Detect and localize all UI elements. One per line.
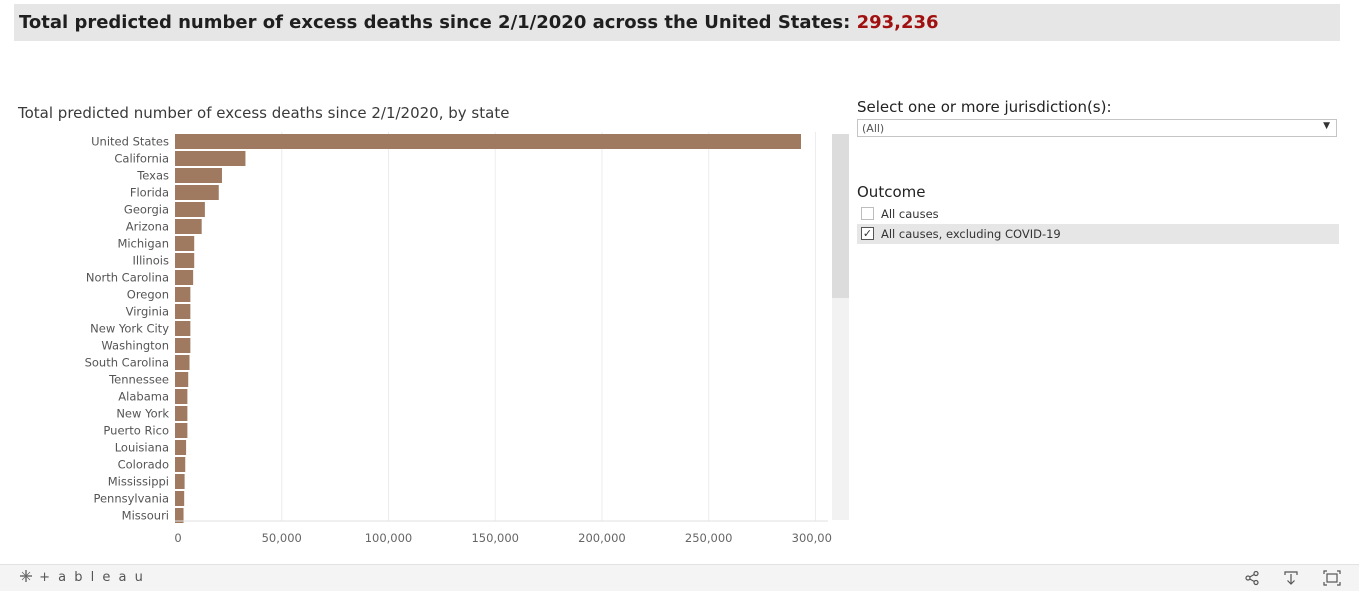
bar[interactable] bbox=[175, 457, 186, 472]
bar[interactable] bbox=[175, 508, 184, 523]
category-label: United States bbox=[91, 135, 169, 149]
checkbox-all-causes[interactable] bbox=[861, 207, 874, 220]
outcome-filter-label: Outcome bbox=[857, 183, 926, 201]
bar[interactable] bbox=[175, 321, 191, 336]
category-label: New York City bbox=[90, 322, 169, 336]
banner-title: Total predicted number of excess deaths … bbox=[19, 12, 851, 33]
bar[interactable] bbox=[175, 185, 219, 200]
category-label: North Carolina bbox=[86, 271, 169, 285]
category-label: South Carolina bbox=[85, 356, 169, 370]
category-label: Virginia bbox=[126, 305, 169, 319]
download-icon[interactable] bbox=[1283, 570, 1299, 586]
bar[interactable] bbox=[175, 219, 202, 234]
bar[interactable] bbox=[175, 440, 187, 455]
x-tick-label: 0 bbox=[174, 531, 181, 545]
bar[interactable] bbox=[175, 406, 188, 421]
bar[interactable] bbox=[175, 202, 205, 217]
summary-banner: Total predicted number of excess deaths … bbox=[14, 4, 1340, 41]
x-tick-label: 100,000 bbox=[365, 531, 413, 545]
bar[interactable] bbox=[175, 474, 185, 489]
category-label: Washington bbox=[101, 339, 169, 353]
jurisdiction-filter-label: Select one or more jurisdiction(s): bbox=[857, 98, 1112, 116]
outcome-option-label: All causes bbox=[881, 207, 939, 221]
bar[interactable] bbox=[175, 355, 190, 370]
bar[interactable] bbox=[175, 236, 195, 251]
category-label: California bbox=[114, 152, 169, 166]
category-label: Arizona bbox=[126, 220, 169, 234]
bar[interactable] bbox=[175, 389, 188, 404]
category-label: Pennsylvania bbox=[93, 492, 169, 506]
x-tick-label: 150,000 bbox=[471, 531, 519, 545]
category-label: Texas bbox=[136, 169, 169, 183]
chart-scrollbar[interactable] bbox=[832, 134, 849, 520]
bar[interactable] bbox=[175, 287, 191, 302]
bar[interactable] bbox=[175, 253, 195, 268]
tableau-logo-text: + a b l e a u bbox=[39, 570, 145, 585]
chart-title: Total predicted number of excess deaths … bbox=[18, 104, 510, 122]
bar-chart[interactable]: United States California Texas Florida Georg… bbox=[0, 128, 832, 553]
outcome-option-all-causes[interactable]: All causes bbox=[857, 204, 1339, 224]
category-label: Mississippi bbox=[108, 475, 169, 489]
jurisdiction-dropdown-value: (All) bbox=[862, 122, 885, 135]
bar[interactable] bbox=[175, 270, 194, 285]
bar[interactable] bbox=[175, 491, 185, 506]
chart-scrollbar-thumb[interactable] bbox=[832, 134, 849, 298]
banner-total: 293,236 bbox=[856, 12, 939, 33]
category-label: Florida bbox=[130, 186, 169, 200]
category-label: Georgia bbox=[124, 203, 169, 217]
jurisdiction-dropdown[interactable]: (All) ▼ bbox=[857, 119, 1337, 137]
x-tick-label: 200,000 bbox=[578, 531, 626, 545]
outcome-option-label: All causes, excluding COVID-19 bbox=[881, 227, 1061, 241]
category-label: Missouri bbox=[122, 509, 169, 523]
category-label: Puerto Rico bbox=[103, 424, 169, 438]
checkbox-excluding-covid[interactable]: ✓ bbox=[861, 227, 874, 240]
category-label: Alabama bbox=[118, 390, 169, 404]
share-icon[interactable] bbox=[1244, 570, 1260, 586]
bar[interactable] bbox=[175, 168, 222, 183]
bar[interactable] bbox=[175, 151, 246, 166]
bar[interactable] bbox=[175, 423, 188, 438]
category-label: Oregon bbox=[127, 288, 169, 302]
x-tick-label: 250,000 bbox=[685, 531, 733, 545]
banner-text: Total predicted number of excess deaths … bbox=[19, 12, 939, 33]
category-label: Michigan bbox=[117, 237, 169, 251]
category-label: Colorado bbox=[118, 458, 169, 472]
bar[interactable] bbox=[175, 338, 191, 353]
tableau-logo[interactable]: + a b l e a u bbox=[19, 569, 145, 585]
category-label: New York bbox=[116, 407, 169, 421]
bar[interactable] bbox=[175, 372, 189, 387]
bar[interactable] bbox=[175, 304, 191, 319]
x-tick-label: 300,000 bbox=[792, 531, 832, 545]
tableau-footer: + a b l e a u bbox=[0, 564, 1359, 591]
category-label: Louisiana bbox=[115, 441, 169, 455]
outcome-option-excluding-covid[interactable]: ✓ All causes, excluding COVID-19 bbox=[857, 224, 1339, 244]
tableau-mark-icon bbox=[20, 570, 32, 582]
bar[interactable] bbox=[175, 134, 801, 149]
category-label: Illinois bbox=[133, 254, 170, 268]
chevron-down-icon[interactable]: ▼ bbox=[1323, 121, 1330, 131]
category-label: Tennessee bbox=[108, 373, 169, 387]
fullscreen-icon[interactable] bbox=[1323, 570, 1341, 586]
x-tick-label: 50,000 bbox=[262, 531, 302, 545]
